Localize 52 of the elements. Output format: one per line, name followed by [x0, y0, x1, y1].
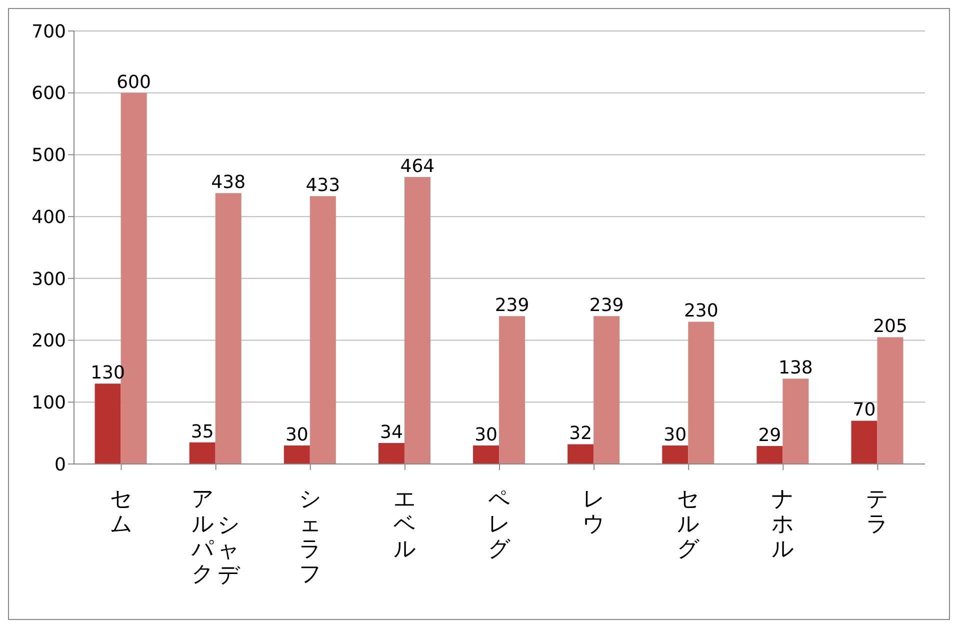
- data-label: 239: [494, 295, 530, 316]
- data-label: 30: [664, 424, 687, 446]
- bar: [189, 442, 216, 464]
- bar: [310, 196, 336, 464]
- data-label: 239: [589, 295, 624, 316]
- bar: [851, 420, 878, 464]
- y-tick-label: 500: [32, 145, 66, 166]
- data-label: 34: [380, 422, 403, 443]
- data-label: 70: [852, 400, 876, 421]
- data-label: 600: [116, 72, 151, 93]
- bar: [877, 337, 904, 464]
- x-tick-label: シェラフ: [298, 487, 322, 587]
- bar: [662, 445, 688, 464]
- data-label: 138: [778, 358, 813, 379]
- y-tick-label: 200: [32, 330, 66, 352]
- data-label: 464: [400, 156, 435, 177]
- y-tick-label: 0: [54, 454, 66, 476]
- bar: [94, 384, 121, 464]
- bar: [688, 322, 714, 464]
- bar: [782, 378, 809, 464]
- data-label: 433: [306, 175, 340, 196]
- data-label: 32: [569, 423, 592, 444]
- data-label: 130: [90, 362, 125, 384]
- x-tick-label: レウ: [582, 487, 606, 537]
- bar: [756, 446, 783, 464]
- y-tick-label: 400: [32, 206, 66, 228]
- bar: [404, 176, 430, 464]
- x-tick-label: ペレグ: [488, 487, 511, 562]
- x-tick-label: アルパクシャデ: [190, 487, 240, 588]
- y-tick-label: 100: [32, 392, 66, 414]
- bar: [499, 316, 526, 464]
- bar: [568, 444, 594, 464]
- data-label: 35: [190, 421, 214, 442]
- x-tick-label: エベル: [393, 487, 416, 562]
- bar: [215, 193, 242, 464]
- data-label: 205: [873, 316, 908, 338]
- data-label: 230: [684, 300, 718, 322]
- bar: [284, 445, 310, 464]
- y-tick-label: 700: [32, 21, 66, 42]
- x-tick-label: テラ: [866, 487, 890, 537]
- bar: [473, 445, 500, 464]
- y-tick-label: 300: [32, 268, 66, 290]
- data-label: 438: [211, 172, 246, 194]
- x-tick-label: セム: [110, 487, 133, 537]
- x-tick-label: ナホル: [772, 487, 795, 562]
- bar: [378, 442, 404, 464]
- data-label: 30: [285, 424, 308, 446]
- bar: [594, 316, 620, 464]
- x-tick-label: セルグ: [677, 487, 700, 562]
- data-label: 30: [474, 424, 498, 446]
- y-tick-label: 600: [32, 83, 66, 104]
- data-label: 29: [758, 425, 782, 446]
